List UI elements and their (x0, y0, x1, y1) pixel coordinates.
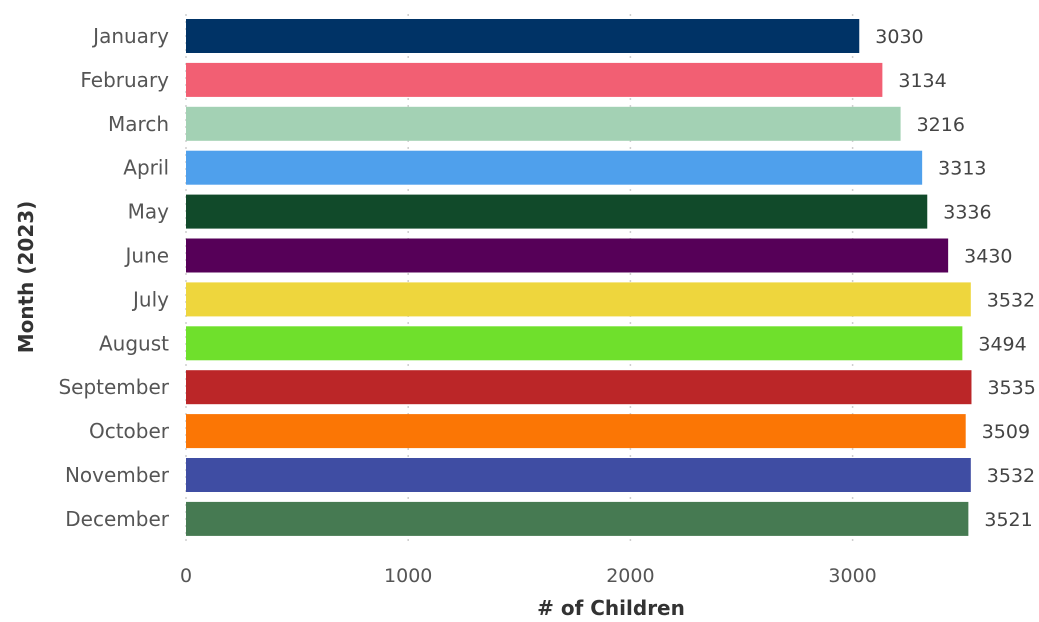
bar-may (186, 194, 928, 229)
bar-august (186, 326, 963, 361)
y-axis-title: Month (2023) (14, 201, 38, 354)
category-label-june: June (123, 244, 169, 268)
gridlines (185, 14, 854, 545)
data-label-april: 3313 (938, 158, 986, 180)
x-tick-label-3000: 3000 (828, 565, 876, 587)
bar-june (186, 238, 949, 273)
category-label-november: November (65, 463, 170, 487)
x-axis-title: # of Children (537, 596, 685, 620)
category-label-september: September (58, 375, 169, 399)
category-labels: January February March April May June July Augu… (58, 24, 169, 531)
x-tick-labels: 0 1000 2000 3000 (180, 565, 877, 587)
x-tick-label-2000: 2000 (606, 565, 654, 587)
category-label-march: March (108, 112, 169, 136)
data-label-january: 3030 (875, 26, 923, 48)
bar-march (186, 106, 901, 141)
data-label-october: 3509 (982, 421, 1030, 443)
category-label-february: February (80, 68, 169, 92)
x-tick-label-0: 0 (180, 565, 192, 587)
data-label-december: 3521 (984, 509, 1032, 531)
category-label-august: August (99, 331, 169, 355)
data-label-september: 3535 (987, 377, 1035, 399)
category-label-january: January (91, 24, 169, 48)
bar-january (186, 19, 860, 53)
bar-december (186, 501, 969, 536)
bar-february (186, 62, 883, 97)
data-labels: 3030 3134 3216 3313 3336 3430 3532 3494 3535 3509… (875, 26, 1036, 531)
bar-november (186, 458, 971, 492)
category-label-december: December (65, 507, 169, 531)
bar-september (186, 370, 972, 405)
category-label-october: October (89, 419, 170, 443)
bar-july (186, 282, 971, 317)
data-label-november: 3532 (987, 465, 1035, 487)
data-label-june: 3430 (964, 246, 1012, 268)
data-label-july: 3532 (987, 289, 1035, 311)
x-tick-label-1000: 1000 (384, 565, 432, 587)
data-label-may: 3336 (943, 202, 991, 224)
category-label-april: April (123, 156, 169, 180)
bar-april (186, 150, 923, 185)
data-label-august: 3494 (978, 333, 1026, 355)
category-label-july: July (131, 287, 169, 311)
bar-october (186, 414, 966, 449)
category-label-may: May (128, 200, 170, 224)
bars (186, 19, 972, 536)
data-label-february: 3134 (898, 70, 946, 92)
data-label-march: 3216 (917, 114, 965, 136)
